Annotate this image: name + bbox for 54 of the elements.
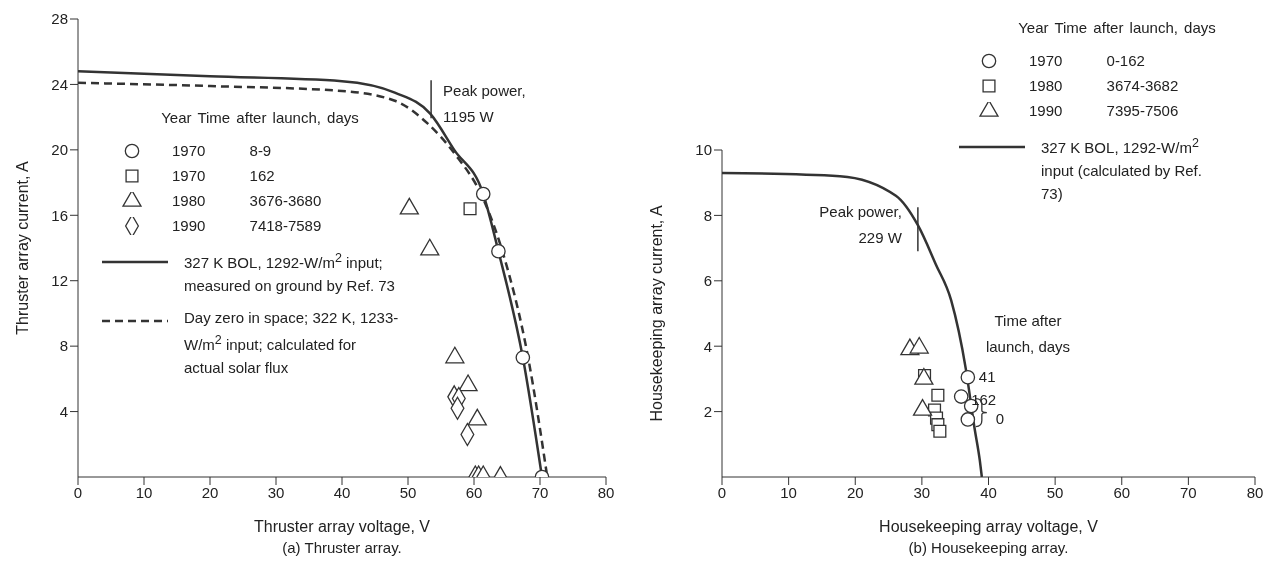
y-tick-label: 4 [703, 337, 712, 355]
x-tick-label: 20 [201, 483, 219, 501]
y-tick-label: 2 [703, 402, 712, 420]
y-axis-title: Thruster array current, A [13, 160, 31, 335]
x-tick-label: 50 [1046, 483, 1064, 501]
x-tick-label: 40 [980, 483, 997, 501]
x-tick-label: 20 [846, 483, 864, 501]
legend-label: 1970 0-162 [1029, 52, 1145, 69]
x-axis-title: Housekeeping array voltage, V [879, 518, 1099, 535]
x-tick-label: 80 [597, 483, 615, 501]
legend-label: 1990 7418-7589 [172, 217, 322, 234]
legend-label: 327 K BOL, 1292-W/m$^{2}$ input (calculated by Ref. 73) [1041, 135, 1203, 204]
y-tick-label: 16 [51, 206, 68, 224]
legend-label: 1980 3676-3680 [172, 192, 322, 209]
x-tick-label: 60 [1113, 483, 1131, 501]
legend-label: 327 K BOL, 1292-W/m$^{2}$ input; measured on ground by Ref. 73 [184, 250, 396, 296]
y-tick-label: 8 [703, 206, 712, 224]
y-tick-label: 12 [51, 272, 68, 290]
y-tick-label: 28 [51, 10, 68, 28]
y-tick-label: 6 [703, 272, 712, 290]
x-tick-label: 0 [73, 483, 83, 501]
x-tick-label: 60 [465, 483, 483, 501]
x-tick-label: 70 [531, 483, 549, 501]
x-tick-label: 50 [399, 483, 417, 501]
x-tick-label: 10 [780, 483, 797, 501]
legend-label: 1980 3674-3682 [1029, 77, 1179, 94]
x-tick-label: 30 [913, 483, 931, 501]
legend-title: Year Time after launch, days [161, 109, 359, 126]
x-tick-label: 80 [1246, 483, 1264, 501]
annotation: Peak power, 1195 W [443, 82, 526, 126]
annotation: 41 [978, 368, 996, 386]
annotation: 0 [995, 409, 1005, 427]
x-tick-label: 40 [333, 483, 351, 501]
text: (b) Housekeeping array. [907, 539, 1070, 556]
legend-label: 1990 7395-7506 [1029, 102, 1179, 119]
x-tick-label: 0 [717, 483, 727, 501]
annotation: Time after launch, days [984, 311, 1072, 357]
y-tick-label: 20 [51, 141, 68, 159]
annotation: Peak power, 229 W [819, 203, 903, 247]
x-axis-title: Thruster array voltage, V [253, 518, 431, 535]
y-tick-label: 8 [59, 337, 68, 355]
y-tick-label: 10 [695, 141, 712, 159]
x-tick-label: 70 [1180, 483, 1197, 501]
x-tick-label: 30 [267, 483, 285, 501]
y-axis-title: Housekeeping array current, A [647, 205, 665, 422]
legend-label: Day zero in space; 322 K, 1233-W/m$^{2}$ input; calculated for actual solar flux [184, 308, 399, 378]
annotation: 162 [971, 390, 997, 408]
y-tick-label: 4 [59, 402, 68, 420]
x-tick-label: 10 [135, 483, 153, 501]
legend-label: 1970 8-9 [172, 142, 272, 159]
y-tick-label: 24 [51, 75, 68, 93]
legend-title: Year Time after launch, days [1018, 19, 1216, 36]
legend-label: 1970 162 [172, 167, 275, 184]
text: (a) Thruster array. [281, 539, 403, 556]
